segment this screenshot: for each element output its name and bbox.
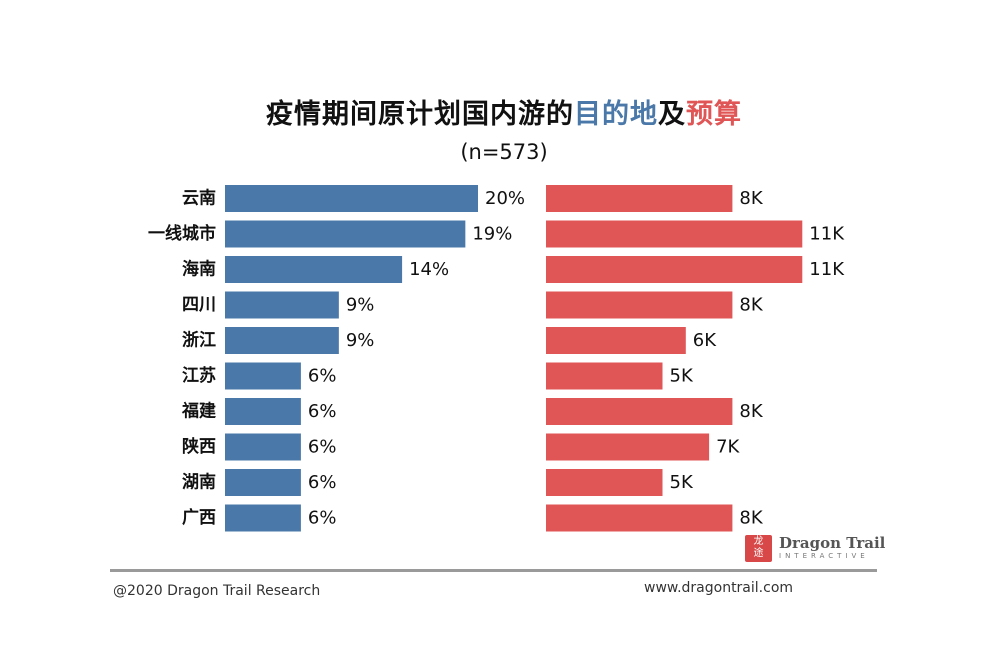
budget-value-label: 8K [739,508,763,529]
budget-bar [546,327,686,354]
chart-subtitle: (n=573) [460,140,548,164]
category-label: 海南 [182,259,216,280]
footer-divider [110,569,877,572]
destination-value-label: 9% [346,330,375,351]
footer-copyright: @2020 Dragon Trail Research [113,583,321,599]
brand-name: Dragon Trail [779,534,886,552]
destination-value-label: 6% [308,508,337,529]
destination-value-label: 14% [409,259,449,280]
budget-value-label: 8K [739,401,763,422]
budget-bar [546,362,663,390]
category-label: 浙江 [182,330,216,351]
category-label: 云南 [182,188,216,209]
budget-bar [546,291,733,319]
brand-subtitle: INTERACTIVE [779,552,869,560]
destination-bar [225,469,301,496]
category-label: 广西 [182,507,216,528]
category-label: 四川 [182,295,216,315]
budget-value-label: 5K [670,472,694,493]
destination-bar [225,185,478,212]
dragon-seal-icon: 龙途 [745,534,772,562]
destination-bar [225,362,301,390]
budget-value-label: 5K [670,366,694,387]
destination-value-label: 6% [308,366,337,387]
destination-value-label: 19% [472,224,512,245]
destination-value-label: 9% [346,295,375,316]
destination-value-label: 6% [308,401,337,422]
destination-value-label: 6% [308,472,337,493]
category-label: 江苏 [182,365,216,386]
footer-website: www.dragontrail.com [644,580,794,596]
destination-value-label: 20% [485,188,525,209]
destination-bar [225,327,339,354]
budget-bar [546,220,803,248]
title-destination-highlight: 目的地 [574,99,658,130]
category-label: 福建 [181,401,216,422]
category-label: 湖南 [182,472,216,493]
category-label: 陕西 [182,436,216,457]
brand-logo: 龙途 Dragon Trail INTERACTIVE [745,533,885,563]
category-label: 一线城市 [148,223,216,244]
budget-value-label: 8K [739,188,763,209]
title-budget-highlight: 预算 [686,99,742,130]
budget-value-label: 11K [809,259,845,280]
destination-bar [225,433,301,461]
destination-bar [225,398,301,425]
destination-value-label: 6% [308,437,337,458]
title-middle: 及 [658,99,686,130]
budget-bar [546,398,733,425]
chart-title: 疫情期间原计划国内游的目的地及预算 [0,92,1008,131]
budget-value-label: 8K [739,295,763,316]
title-prefix: 疫情期间原计划国内游的 [266,99,574,130]
destination-bar [225,256,403,283]
destination-bar [225,220,466,248]
destination-bar [225,291,339,319]
budget-bar [546,469,663,496]
budget-value-label: 7K [716,437,740,458]
destination-bar [225,504,301,532]
budget-bar [546,433,710,461]
budget-value-label: 11K [809,224,845,245]
budget-bar [546,185,733,212]
budget-bar [546,256,803,283]
budget-value-label: 6K [693,330,717,351]
budget-bar [546,504,733,532]
